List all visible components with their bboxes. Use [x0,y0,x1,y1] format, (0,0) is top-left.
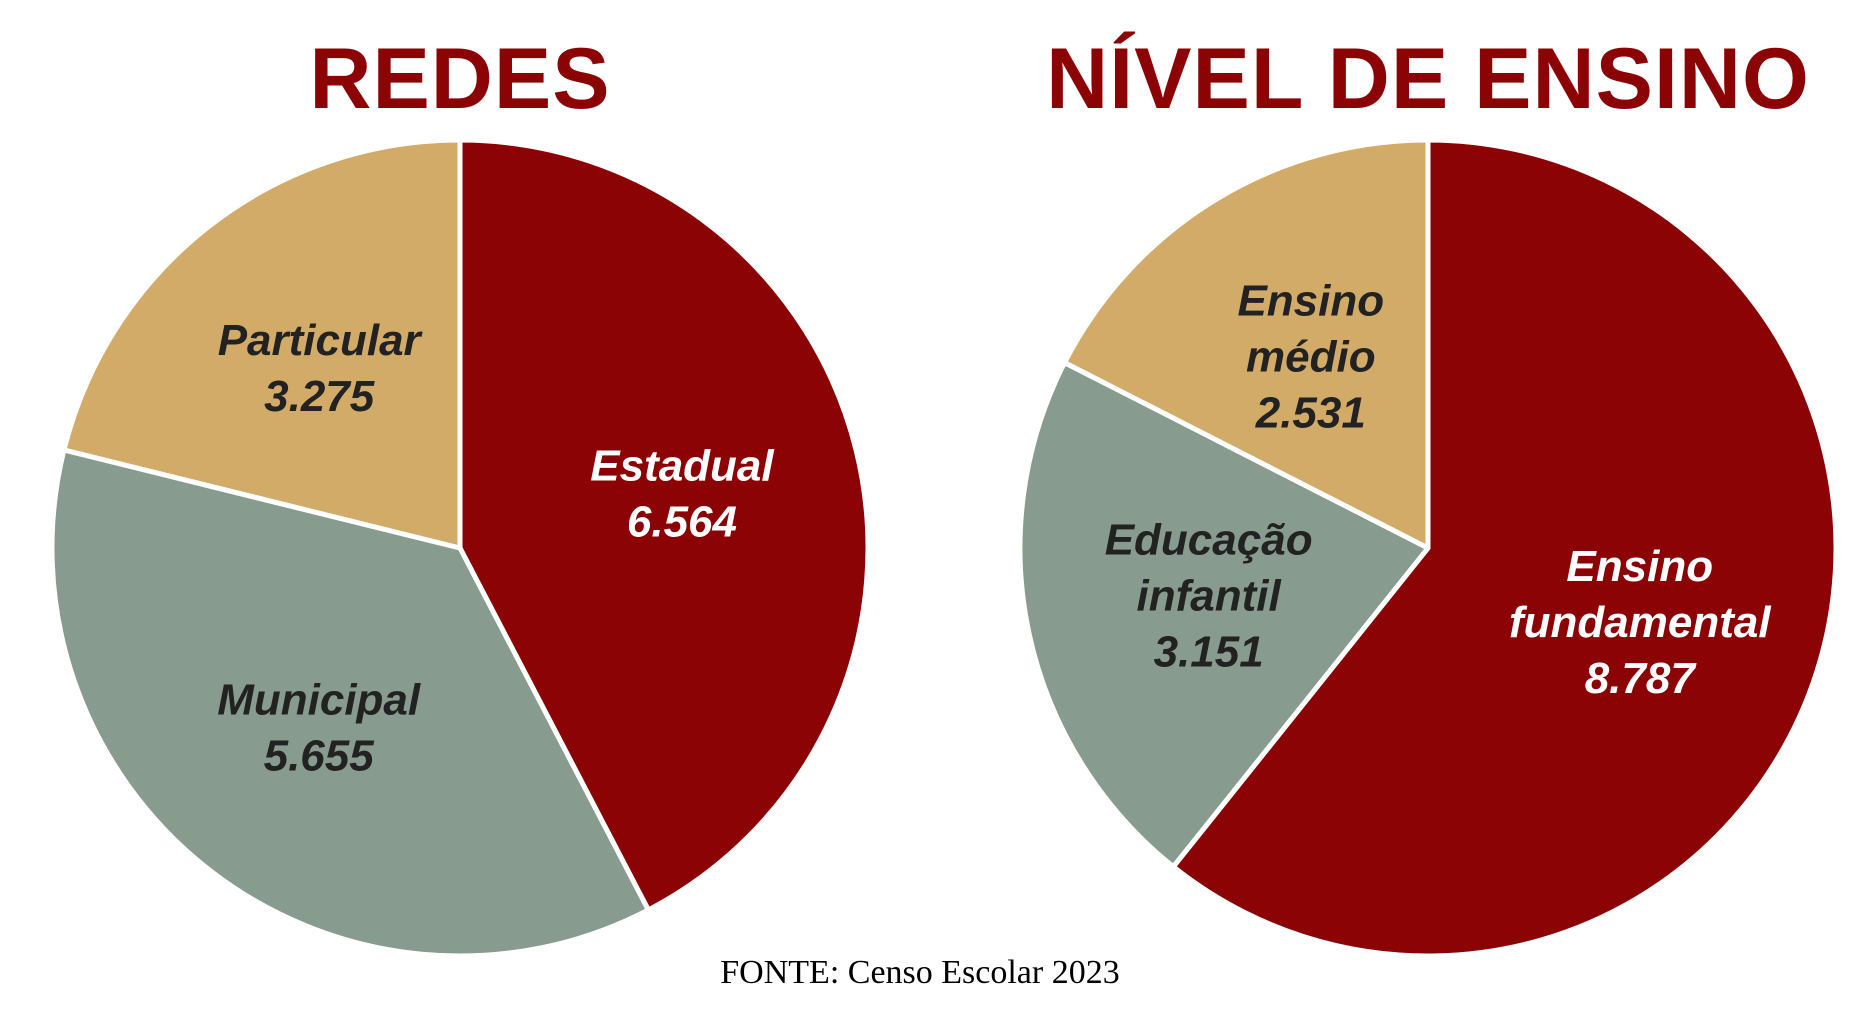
slice-value-particular: 3.275 [264,372,375,421]
slice-label-municipal: Municipal [217,676,421,725]
nivel-de-ensino-pie-chart: NÍVEL DE ENSINO Ensino fundamental 8.787 Edu… [1017,31,1839,959]
chart-title: NÍVEL DE ENSINO [1046,31,1810,127]
slice-label-ensino-medio: médio [1246,333,1376,382]
slice-label-educacao-infantil: Educação [1105,515,1313,564]
slice-label-ensino-fundamental: fundamental [1509,598,1771,647]
pie-slice-particular [61,137,463,551]
chart-title: REDES [309,31,610,127]
pie-slice-estadual [457,137,871,913]
redes-pie-chart: REDES Estadual 6.564 Municipal 5.655 Particul… [49,31,871,959]
pie-slice-municipal [49,447,651,959]
slice-value-municipal: 5.655 [264,732,375,781]
pie-slice-ensino-medio [1062,137,1431,551]
slice-label-educacao-infantil: infantil [1137,571,1282,620]
slice-label-particular: Particular [218,316,424,365]
slice-value-educacao-infantil: 3.151 [1154,627,1264,676]
pie-slice-ensino-fundamental [1170,137,1839,959]
source-note: FONTE: Censo Escolar 2023 [720,954,1119,991]
pie-slice-educacao-infantil [1017,360,1431,870]
slice-label-estadual: Estadual [590,442,774,491]
slice-value-estadual: 6.564 [627,498,737,547]
slice-value-ensino-medio: 2.531 [1255,389,1366,438]
slice-label-ensino-medio: Ensino [1237,277,1384,326]
slice-label-ensino-fundamental: Ensino [1566,542,1713,591]
slice-value-ensino-fundamental: 8.787 [1585,654,1698,703]
